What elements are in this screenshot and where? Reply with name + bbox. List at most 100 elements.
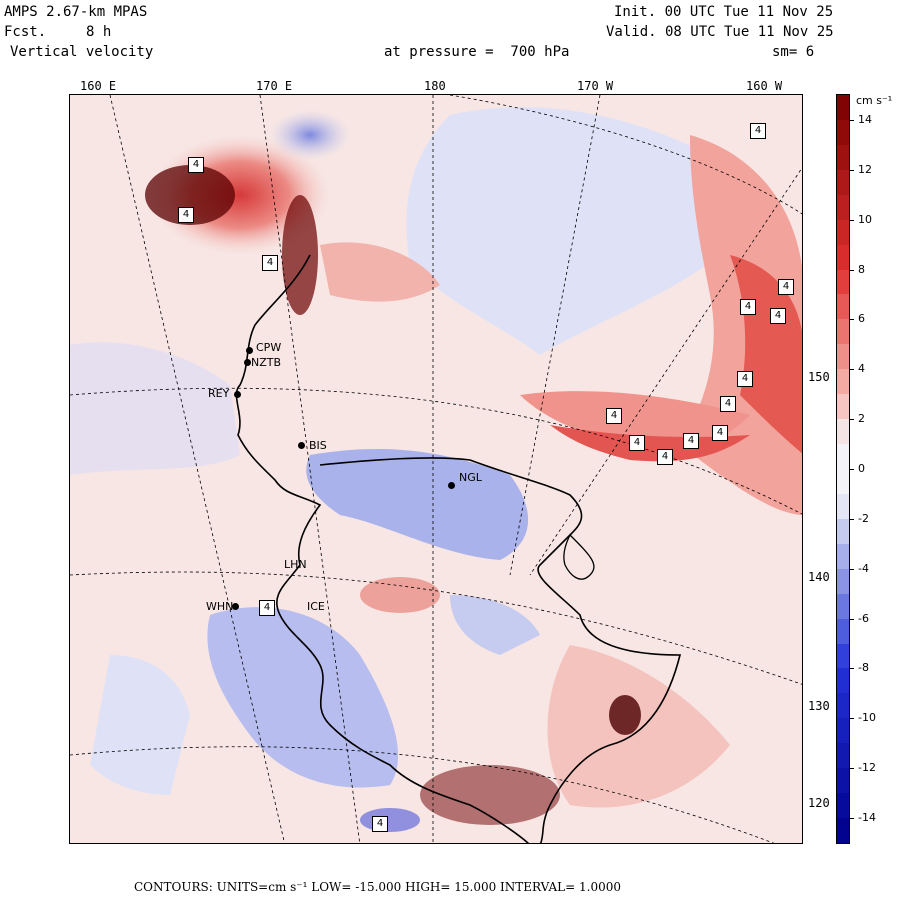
colorbar-segment <box>837 668 849 694</box>
contour-mark: 4 <box>629 435 645 451</box>
contour-mark: 4 <box>720 396 736 412</box>
contour-mark: 4 <box>657 449 673 465</box>
station-dot[interactable] <box>298 442 305 449</box>
colorbar-tick-label: -12 <box>858 761 876 775</box>
station-dot[interactable] <box>232 603 239 610</box>
station-dot[interactable] <box>448 482 455 489</box>
colorbar-tick <box>850 169 854 171</box>
colorbar-segment <box>837 294 849 320</box>
contour-mark: 4 <box>259 600 275 616</box>
southwest-pale-region <box>90 655 190 795</box>
colorbar-segment <box>837 718 849 744</box>
station-label-rey: REY <box>208 387 230 400</box>
map-field-svg <box>70 95 802 843</box>
central-blue-patch <box>450 595 540 655</box>
init-time: Init. 00 UTC Tue 11 Nov 25 <box>614 4 834 20</box>
colorbar-segment <box>837 768 849 794</box>
contour-mark: 4 <box>372 816 388 832</box>
contour-mark: 4 <box>750 123 766 139</box>
station-label-ice: ICE <box>307 600 325 613</box>
colorbar-segment <box>837 543 849 570</box>
colorbar-segment <box>837 319 849 345</box>
colorbar-tick-label: 10 <box>858 212 872 226</box>
roosevelt-island <box>563 533 595 580</box>
smoothing: sm= 6 <box>772 44 815 60</box>
colorbar-tick <box>850 469 854 470</box>
colorbar-segment <box>837 818 849 844</box>
colorbar-tick <box>850 419 854 421</box>
contour-mark: 4 <box>712 425 728 441</box>
colorbar-tick-label: 6 <box>858 312 865 326</box>
contour-mark: 4 <box>683 433 699 449</box>
colorbar-segment <box>837 344 849 370</box>
colorbar-segment <box>837 693 849 719</box>
south-blue-spot <box>360 808 420 832</box>
station-label-ngl: NGL <box>459 471 482 484</box>
colorbar-segment <box>837 469 849 495</box>
lat-label-120w: 120 W <box>808 796 845 810</box>
lon-label-180: 180 <box>424 79 446 93</box>
southeast-pink-region <box>547 645 730 808</box>
shelf-blue-region <box>306 449 529 560</box>
lon-label-160e: 160 E <box>80 79 117 93</box>
colorbar-tick-label: 4 <box>858 362 865 376</box>
colorbar-segment <box>837 394 849 420</box>
colorbar-segment <box>837 194 849 221</box>
north-blue-spot <box>270 110 350 160</box>
contour-mark: 4 <box>188 157 204 173</box>
colorbar-tick-label: 0 <box>858 462 865 475</box>
colorbar-segment <box>837 169 849 196</box>
colorbar-segment <box>837 269 849 295</box>
colorbar-tick <box>850 369 854 371</box>
colorbar-segment <box>837 144 849 171</box>
southeast-dark-spot <box>609 695 641 735</box>
contour-mark: 4 <box>606 408 622 424</box>
contour-info: CONTOURS: UNITS=cm s⁻¹ LOW= -15.000 HIGH… <box>134 880 622 894</box>
upper-blue-region <box>406 107 720 355</box>
contour-mark: 4 <box>178 207 194 223</box>
colorbar-tick-label: 14 <box>858 112 872 126</box>
lon-label-170e: 170 E <box>256 79 293 93</box>
colorbar-tick-label: 8 <box>858 262 865 276</box>
colorbar-tick <box>850 119 854 121</box>
northwest-dark-core <box>145 165 235 225</box>
north-pink-band <box>320 242 440 302</box>
colorbar-segment <box>837 219 849 246</box>
colorbar-tick-label: -2 <box>858 511 869 525</box>
valid-time: Valid. 08 UTC Tue 11 Nov 25 <box>606 24 834 40</box>
south-convection <box>420 765 560 825</box>
mid-red-spot <box>360 577 440 613</box>
station-dot[interactable] <box>234 391 241 398</box>
colorbar <box>836 94 850 844</box>
colorbar-segment <box>837 743 849 769</box>
colorbar-segment <box>837 593 849 620</box>
station-label-whn: WHN <box>206 600 234 613</box>
contour-mark: 4 <box>740 299 756 315</box>
colorbar-tick-label: -8 <box>858 661 869 675</box>
contour-mark: 4 <box>778 279 794 295</box>
colorbar-segment <box>837 643 849 669</box>
contour-mark: 4 <box>737 371 753 387</box>
colorbar-segment <box>837 493 849 520</box>
colorbar-segment <box>837 518 849 545</box>
lon-label-170w: 170 W <box>577 79 614 93</box>
arc-red-core <box>550 425 750 462</box>
lat-label-150w: 150 W <box>808 370 845 384</box>
colorbar-tick <box>850 618 854 620</box>
colorbar-segment <box>837 119 849 146</box>
lon-label-160w: 160 W <box>746 79 783 93</box>
station-dot[interactable] <box>246 347 253 354</box>
forecast-label: Fcst. <box>4 24 47 40</box>
station-label-nztb: NZTB <box>251 356 282 369</box>
colorbar-segment <box>837 95 849 121</box>
station-label-lhn: LHN <box>284 558 307 571</box>
colorbar-tick <box>850 518 854 520</box>
colorbar-tick-label: 12 <box>858 162 872 176</box>
colorbar-tick <box>850 668 854 670</box>
colorbar-tick <box>850 718 854 720</box>
station-dot[interactable] <box>244 359 251 366</box>
colorbar-units: cm s⁻¹ <box>856 94 893 107</box>
lat-label-140w: 140 W <box>808 570 845 584</box>
ridge-dark-core <box>282 195 318 315</box>
colorbar-tick <box>850 319 854 321</box>
